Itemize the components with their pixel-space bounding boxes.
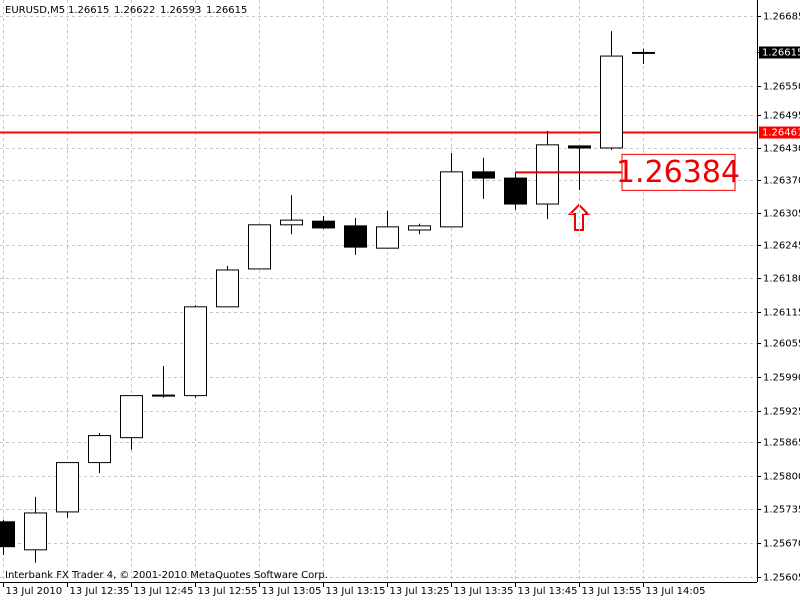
y-tick-label: 1.26550 — [763, 82, 800, 93]
x-tick-label: 13 Jul 13:25 — [390, 586, 450, 597]
y-tick-label: 1.26180 — [763, 274, 800, 285]
price-label-box — [621, 153, 736, 191]
x-tick-label: 13 Jul 13:15 — [326, 586, 386, 597]
y-tick-label: 1.26305 — [763, 209, 800, 220]
y-tick-label: 1.26055 — [763, 339, 800, 350]
y-tick-label: 1.26495 — [763, 111, 800, 122]
x-tick-label: 13 Jul 12:45 — [134, 586, 194, 597]
current-price-box — [759, 46, 800, 59]
ohlc-value: 1.26615 — [206, 5, 247, 16]
candle-body — [120, 395, 143, 439]
candle-body — [56, 462, 79, 513]
x-tick-label: 13 Jul 12:55 — [198, 586, 258, 597]
current-price-label: 1.26615 — [762, 48, 800, 59]
candle-body — [312, 220, 335, 229]
candle-body — [440, 171, 463, 228]
x-tick-label: 13 Jul 13:05 — [262, 586, 322, 597]
candle-body — [0, 521, 15, 548]
y-tick-label: 1.26115 — [763, 308, 800, 319]
candle-body — [248, 224, 271, 270]
candle-body — [600, 55, 623, 149]
candle-body — [216, 269, 239, 308]
price-label: 1.26384 — [616, 155, 740, 190]
candle-body — [472, 171, 495, 179]
ohlc-value: 1.26622 — [114, 5, 155, 16]
y-tick-label: 1.26245 — [763, 241, 800, 252]
candle-body — [152, 394, 175, 397]
candle-body — [568, 145, 591, 149]
candle-body — [376, 226, 399, 249]
footer: Interbank FX Trader 4, © 2001-2010 MetaQ… — [5, 570, 328, 581]
hline-label: 1.26461 — [762, 128, 800, 139]
y-tick-label: 1.26685 — [763, 12, 800, 23]
candle-body — [536, 144, 559, 205]
y-tick-label: 1.25800 — [763, 472, 800, 483]
x-tick-label: 13 Jul 12:35 — [70, 586, 130, 597]
y-tick-label: 1.25865 — [763, 438, 800, 449]
y-tick-label: 1.25925 — [763, 407, 800, 418]
candle-body — [88, 435, 111, 464]
x-tick-label: 13 Jul 13:55 — [582, 586, 642, 597]
candle-body — [184, 306, 207, 397]
x-tick-label: 13 Jul 2010 — [6, 586, 63, 597]
ohlc-value: 1.26593 — [160, 5, 201, 16]
candle-body — [344, 225, 367, 248]
candle-body — [408, 225, 431, 231]
candle-body — [24, 512, 47, 551]
ohlc-value: 1.26615 — [68, 5, 109, 16]
y-tick-label: 1.26370 — [763, 176, 800, 187]
y-tick-label: 1.25605 — [763, 573, 800, 584]
candle-body — [632, 51, 655, 54]
candle-body — [280, 219, 303, 226]
y-tick-label: 1.25990 — [763, 373, 800, 384]
x-tick-label: 13 Jul 13:35 — [454, 586, 514, 597]
y-tick-label: 1.25670 — [763, 539, 800, 550]
x-tick-label: 13 Jul 14:05 — [646, 586, 706, 597]
y-tick-label: 1.25735 — [763, 505, 800, 516]
x-tick-label: 13 Jul 13:45 — [518, 586, 578, 597]
hline-label-box — [759, 126, 800, 139]
candle-body — [504, 177, 527, 205]
y-tick-label: 1.26430 — [763, 144, 800, 155]
chart-title: EURUSD,M5 — [5, 5, 65, 16]
